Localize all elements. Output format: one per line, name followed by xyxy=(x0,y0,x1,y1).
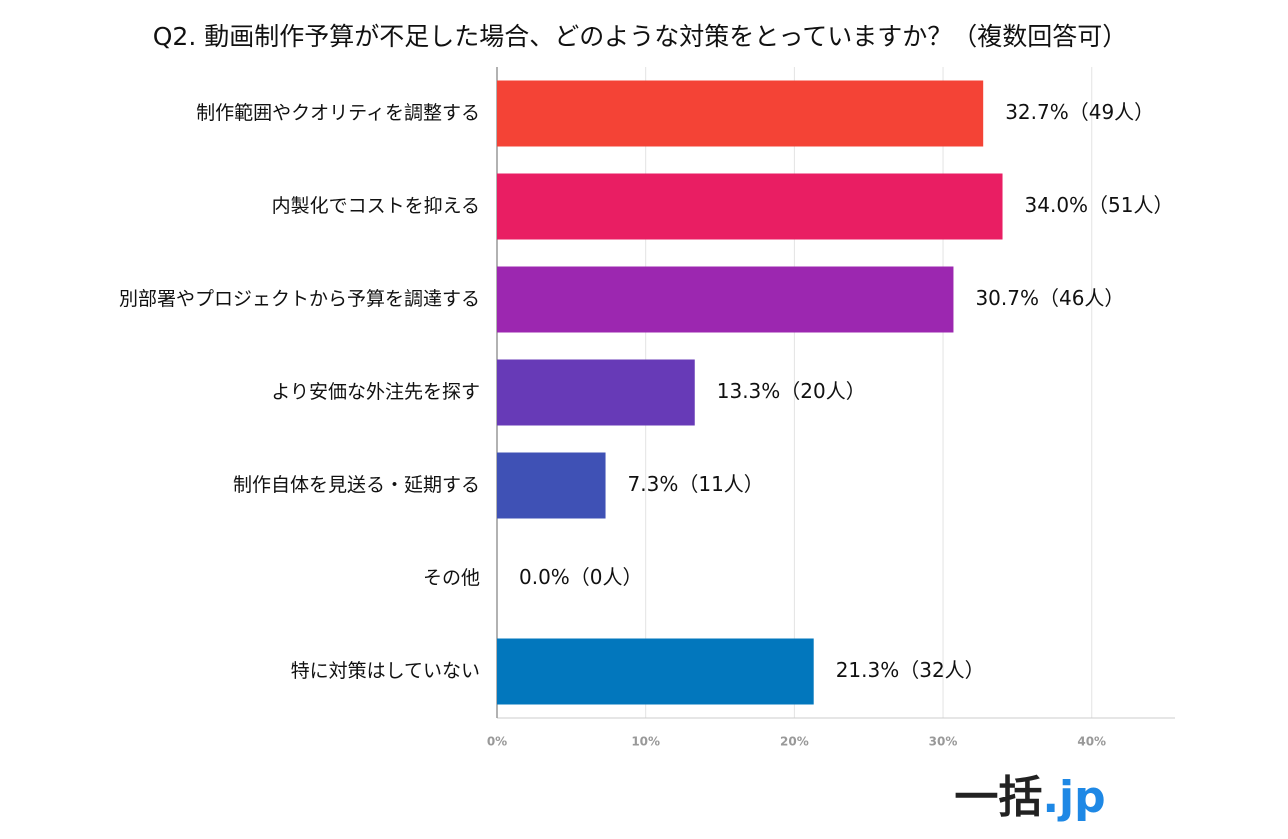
x-tick-label: 10% xyxy=(631,735,660,749)
value-label: 0.0%（0人） xyxy=(519,565,643,589)
x-tick-label: 20% xyxy=(780,735,809,749)
y-tick-label: より安価な外注先を探す xyxy=(271,381,480,403)
y-tick-label: 制作範囲やクオリティを調整する xyxy=(196,102,480,124)
bar xyxy=(497,266,954,333)
bar xyxy=(497,452,606,519)
value-label: 7.3%（11人） xyxy=(628,472,764,496)
logo-main: 一括 xyxy=(954,772,1042,823)
value-label: 30.7%（46人） xyxy=(975,286,1124,310)
value-label: 21.3%（32人） xyxy=(836,658,985,682)
value-label: 13.3%（20人） xyxy=(717,379,866,403)
value-label: 32.7%（49人） xyxy=(1005,100,1154,124)
y-tick-label: 別部署やプロジェクトから予算を調達する xyxy=(119,288,480,310)
chart-title: Q2. 動画制作予算が不足した場合、どのような対策をとっていますか？（複数回答可… xyxy=(153,22,1127,51)
bar xyxy=(497,359,695,426)
bar xyxy=(497,173,1003,240)
y-tick-label: 内製化でコストを抑える xyxy=(272,195,480,217)
x-tick-label: 40% xyxy=(1077,735,1106,749)
logo: 一括.jp xyxy=(954,772,1105,823)
logo-suffix: .jp xyxy=(1042,772,1105,823)
x-tick-label: 0% xyxy=(487,735,507,749)
bar xyxy=(497,638,814,705)
y-tick-label: 制作自体を見送る・延期する xyxy=(233,474,480,496)
x-tick-label: 30% xyxy=(929,735,958,749)
value-label: 34.0%（51人） xyxy=(1025,193,1174,217)
y-tick-label: 特に対策はしていない xyxy=(291,660,480,682)
y-tick-label: その他 xyxy=(423,567,480,589)
bar xyxy=(497,80,984,147)
